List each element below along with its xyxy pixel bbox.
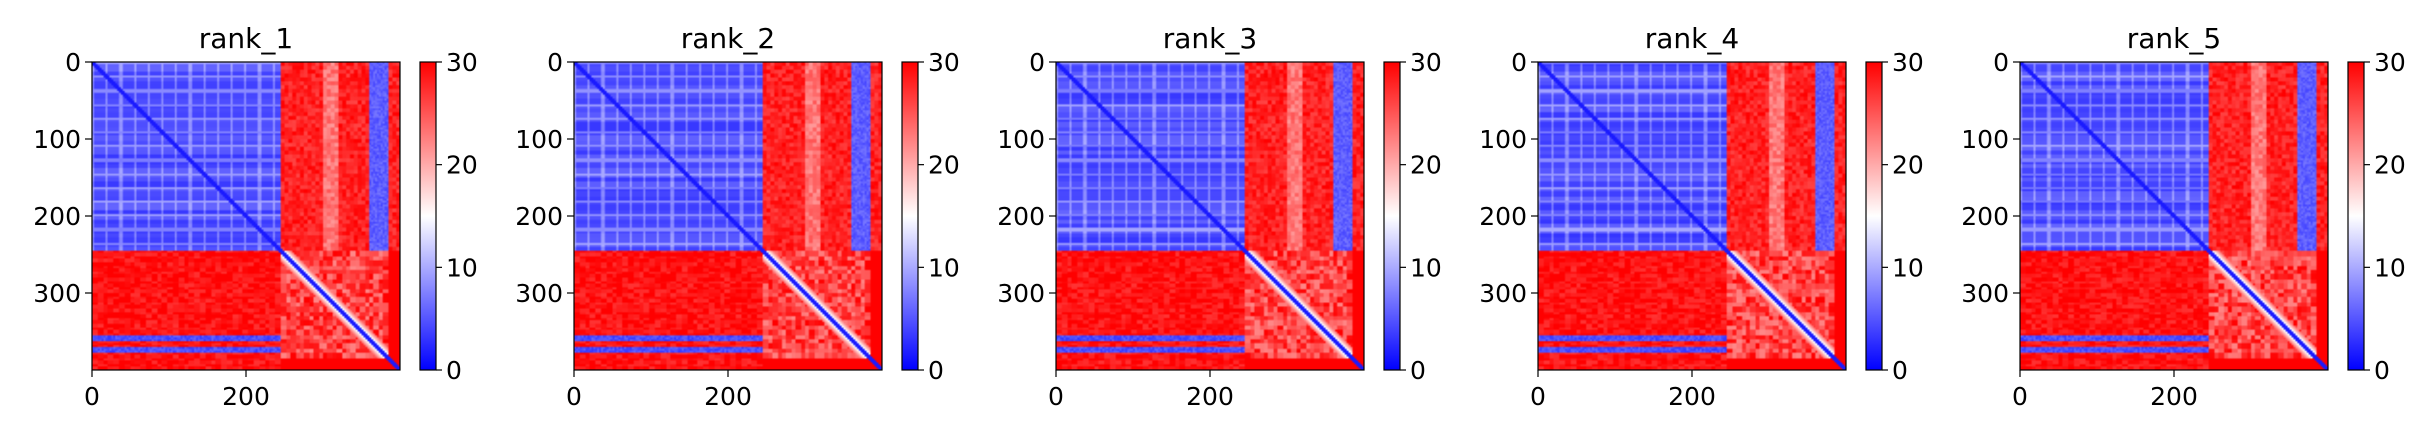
y-tick-label: 100 <box>1961 125 2009 154</box>
y-tick-label: 0 <box>547 48 563 77</box>
colorbar <box>1383 61 1401 371</box>
heatmap-image <box>92 62 400 370</box>
x-tick-label: 0 <box>84 382 100 411</box>
y-tick-label: 200 <box>33 202 81 231</box>
y-tick-label: 300 <box>33 279 81 308</box>
colorbar-tick-label: 0 <box>1410 356 1426 385</box>
colorbar-tick-label: 10 <box>446 253 478 282</box>
colorbar-tick-label: 0 <box>446 356 462 385</box>
colorbar-tick-label: 30 <box>928 48 960 77</box>
colorbar-tick-label: 10 <box>928 253 960 282</box>
colorbar-tick-label: 30 <box>1410 48 1442 77</box>
y-tick-label: 100 <box>1479 125 1527 154</box>
y-tick-label: 0 <box>1511 48 1527 77</box>
y-tick-label: 0 <box>1029 48 1045 77</box>
x-tick-label: 200 <box>2150 382 2198 411</box>
x-tick-label: 0 <box>1530 382 1546 411</box>
panel-title: rank_5 <box>2127 22 2221 55</box>
colorbar-tick-label: 30 <box>446 48 478 77</box>
colorbar-tick-label: 30 <box>2374 48 2406 77</box>
colorbar <box>2347 61 2365 371</box>
colorbar-tick-label: 20 <box>446 151 478 180</box>
panel-title: rank_4 <box>1645 22 1739 55</box>
colorbar-tick-label: 10 <box>1892 253 1924 282</box>
colorbar-tick-label: 0 <box>1892 356 1908 385</box>
colorbar-tick-label: 0 <box>2374 356 2390 385</box>
panel-title: rank_3 <box>1163 22 1257 55</box>
colorbar-tick-label: 10 <box>2374 253 2406 282</box>
y-tick-label: 300 <box>1961 279 2009 308</box>
colorbar-tick-label: 20 <box>1410 151 1442 180</box>
x-tick-label: 0 <box>2012 382 2028 411</box>
colorbar <box>1865 61 1883 371</box>
heatmap-panel-3: rank_3 0 100 200 300 0 200 0 10 20 30 <box>997 22 1442 411</box>
x-tick-label: 0 <box>566 382 582 411</box>
y-tick-label: 200 <box>997 202 1045 231</box>
y-tick-label: 200 <box>515 202 563 231</box>
colorbar-tick-label: 0 <box>928 356 944 385</box>
y-tick-label: 100 <box>515 125 563 154</box>
colorbar-tick-label: 30 <box>1892 48 1924 77</box>
x-tick-label: 200 <box>1186 382 1234 411</box>
heatmap-image <box>1056 62 1364 370</box>
colorbar-tick-label: 10 <box>1410 253 1442 282</box>
y-tick-label: 200 <box>1479 202 1527 231</box>
y-tick-label: 200 <box>1961 202 2009 231</box>
y-tick-label: 100 <box>33 125 81 154</box>
heatmap-image <box>1538 62 1846 370</box>
x-tick-label: 200 <box>704 382 752 411</box>
colorbar <box>901 61 919 371</box>
heatmap-panel-5: rank_5 0 100 200 300 0 200 0 10 20 30 <box>1961 22 2406 411</box>
y-tick-label: 300 <box>1479 279 1527 308</box>
panel-title: rank_2 <box>681 22 775 55</box>
heatmap-panel-2: rank_2 0 100 200 300 0 200 0 10 20 30 <box>515 22 960 411</box>
colorbar <box>419 61 437 371</box>
colorbar-tick-label: 20 <box>2374 151 2406 180</box>
x-tick-label: 200 <box>1668 382 1716 411</box>
x-tick-label: 200 <box>222 382 270 411</box>
heatmap-image <box>2020 62 2328 370</box>
y-tick-label: 100 <box>997 125 1045 154</box>
heatmap-panel-1: rank_1 0 100 200 300 0 200 0 10 20 30 <box>33 22 478 411</box>
colorbar-tick-label: 20 <box>928 151 960 180</box>
heatmap-image <box>574 62 882 370</box>
colorbar-tick-label: 20 <box>1892 151 1924 180</box>
heatmap-panel-4: rank_4 0 100 200 300 0 200 0 10 20 30 <box>1479 22 1924 411</box>
y-tick-label: 300 <box>997 279 1045 308</box>
y-tick-label: 0 <box>1993 48 2009 77</box>
x-tick-label: 0 <box>1048 382 1064 411</box>
y-tick-label: 300 <box>515 279 563 308</box>
panel-title: rank_1 <box>199 22 293 55</box>
y-tick-label: 0 <box>65 48 81 77</box>
